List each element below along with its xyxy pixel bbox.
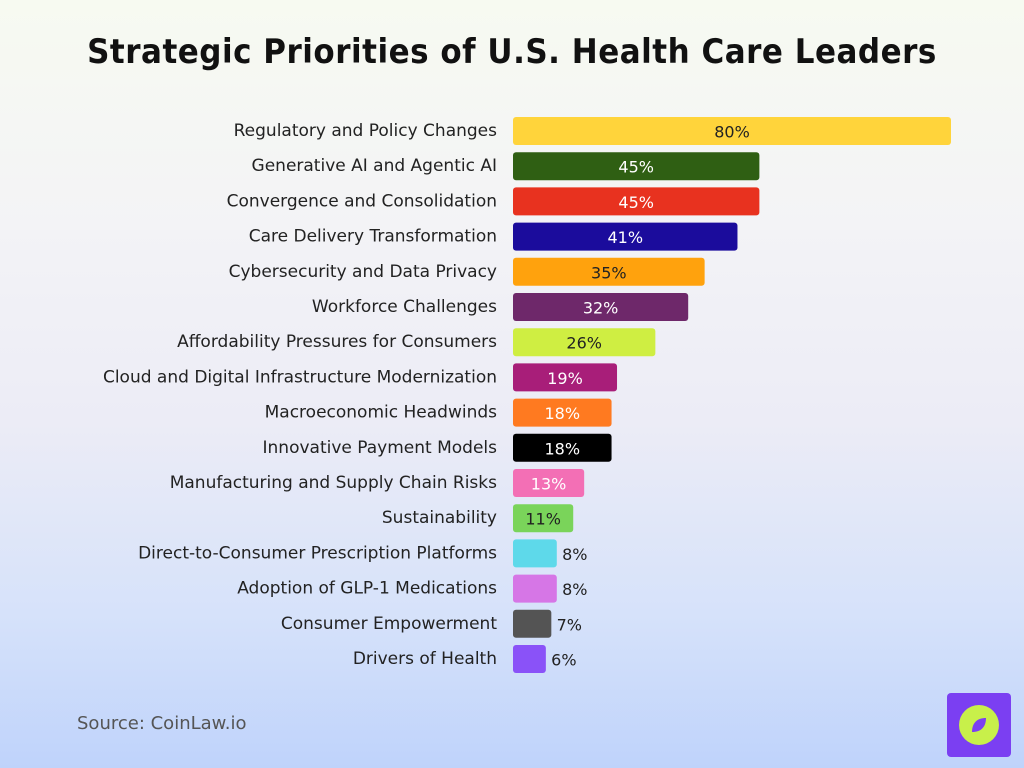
bar (513, 257, 705, 286)
value-label: 41% (607, 228, 643, 247)
bar (513, 433, 612, 462)
category-label: Generative AI and Agentic AI (252, 156, 497, 176)
bar (513, 152, 760, 181)
value-label: 8% (562, 545, 587, 564)
category-label: Innovative Payment Models (263, 438, 498, 458)
bar (513, 645, 546, 673)
category-label: Adoption of GLP-1 Medications (237, 579, 497, 599)
value-label: 32% (583, 299, 619, 318)
bar (513, 222, 738, 251)
category-label: Manufacturing and Supply Chain Risks (170, 473, 497, 493)
value-label: 7% (557, 615, 582, 634)
category-label: Direct-to-Consumer Prescription Platform… (138, 543, 497, 563)
category-label: Convergence and Consolidation (227, 191, 497, 211)
category-label: Regulatory and Policy Changes (234, 121, 498, 141)
value-label: 11% (525, 510, 561, 529)
value-label: 19% (547, 369, 583, 388)
value-label: 8% (562, 580, 587, 599)
compass-glyph (959, 705, 999, 745)
value-label: 13% (531, 475, 567, 494)
value-label: 18% (544, 404, 580, 423)
bar (513, 328, 656, 357)
category-label: Workforce Challenges (312, 297, 497, 317)
bar (513, 574, 557, 603)
bar (513, 504, 574, 533)
category-label: Cloud and Digital Infrastructure Moderni… (103, 367, 497, 387)
value-label: 18% (544, 439, 580, 458)
category-label: Sustainability (382, 508, 497, 528)
bar (513, 293, 689, 321)
category-label: Consumer Empowerment (281, 614, 497, 634)
bar (513, 469, 585, 497)
bar (513, 363, 618, 392)
value-label: 80% (714, 123, 750, 142)
category-label: Macroeconomic Headwinds (265, 403, 498, 423)
value-label: 6% (551, 651, 576, 670)
category-label: Cybersecurity and Data Privacy (229, 262, 497, 282)
bar (513, 398, 612, 427)
category-label: Care Delivery Transformation (249, 227, 497, 247)
compass-icon (947, 693, 1011, 757)
bar (513, 117, 951, 145)
bar (513, 539, 557, 568)
logo-needle (972, 718, 986, 732)
value-label: 45% (618, 193, 654, 212)
category-label: Drivers of Health (353, 649, 497, 669)
source-text: Source: CoinLaw.io (77, 713, 247, 734)
value-label: 45% (618, 158, 654, 177)
category-label: Affordability Pressures for Consumers (177, 332, 497, 352)
bar (513, 187, 760, 216)
chart-title: Strategic Priorities of U.S. Health Care… (87, 32, 937, 72)
value-label: 35% (591, 263, 627, 282)
bar (513, 609, 552, 638)
value-label: 26% (566, 334, 602, 353)
